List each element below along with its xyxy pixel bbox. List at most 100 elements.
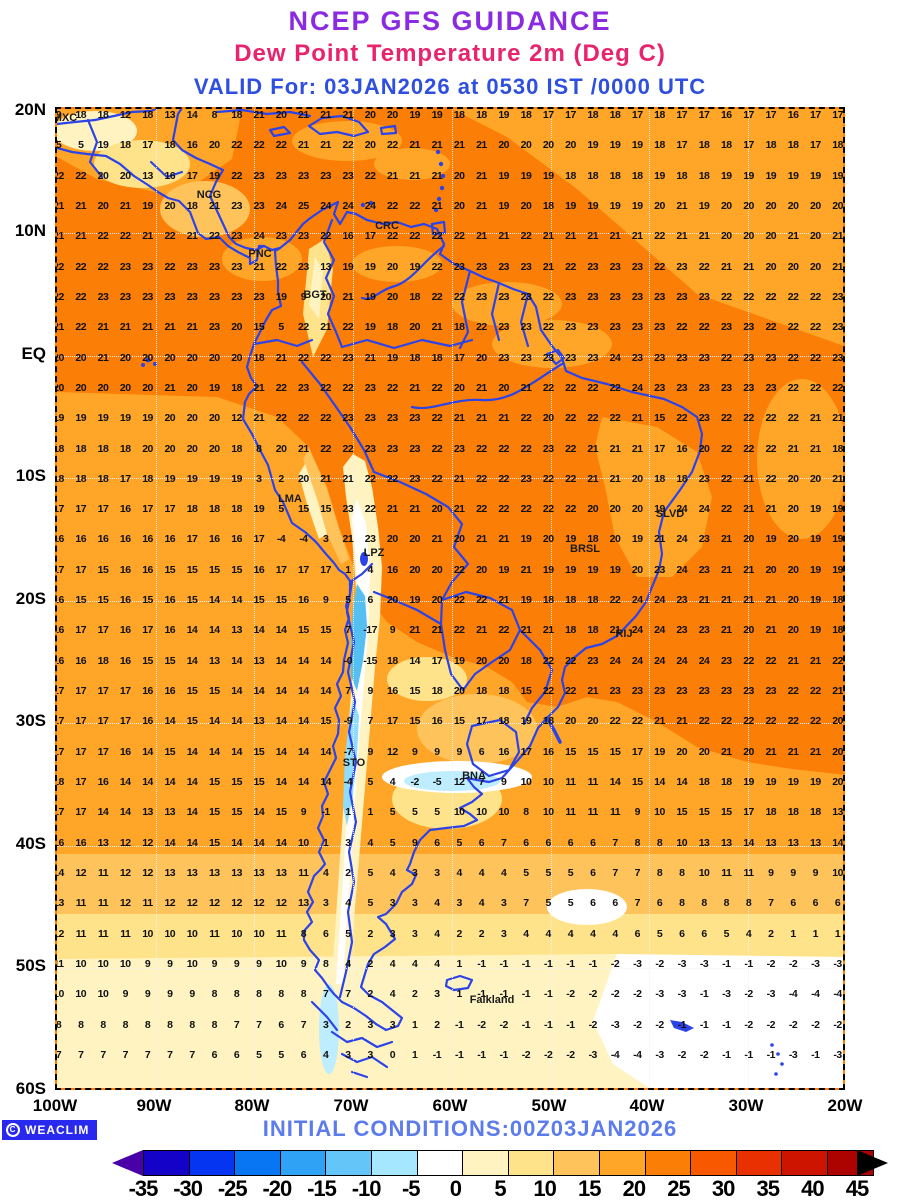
grid-value: 11 <box>721 867 732 879</box>
grid-value: -4 <box>811 988 820 1001</box>
grid-value: 7 <box>55 1048 62 1061</box>
grid-value: 20 <box>97 199 109 212</box>
grid-value: -1 <box>499 1048 509 1061</box>
grid-value: 21 <box>720 533 732 546</box>
grid-value: 16 <box>57 624 64 637</box>
grid-value: 16 <box>142 563 153 576</box>
grid-value: 6 <box>478 745 485 758</box>
grid-value: 23 <box>698 381 710 394</box>
lat-gridline <box>57 233 843 234</box>
grid-value: 17 <box>119 685 131 698</box>
grid-value: -1 <box>455 1048 464 1061</box>
grid-value: 19 <box>208 381 220 394</box>
grid-value: 18 <box>587 109 599 121</box>
grid-value: 22 <box>720 290 732 303</box>
grid-value: 20 <box>231 321 242 334</box>
grid-value: 22 <box>476 472 487 485</box>
grid-value: 2 <box>434 1018 440 1031</box>
colorbar-label-5: 5 <box>494 1176 506 1200</box>
grid-value: 14 <box>275 776 287 789</box>
grid-value: 17 <box>97 715 109 728</box>
grid-value: 12 <box>453 776 465 789</box>
grid-value: -2 <box>499 1018 509 1031</box>
grid-value: 6 <box>590 897 596 910</box>
grid-value: 21 <box>253 260 265 273</box>
grid-value: 18 <box>631 169 643 182</box>
grid-value: 21 <box>832 260 843 273</box>
grid-value: 23 <box>587 321 599 334</box>
grid-value: 4 <box>478 867 485 879</box>
grid-value: 20 <box>208 351 220 364</box>
grid-value: 21 <box>832 685 843 698</box>
grid-value: 22 <box>275 412 287 425</box>
grid-value: 20 <box>720 230 732 243</box>
grid-value: 19 <box>364 290 376 303</box>
grid-value: 14 <box>119 806 131 819</box>
grid-value: 5 <box>567 867 574 879</box>
grid-value: 22 <box>765 290 777 303</box>
grid-value: 11 <box>97 867 109 879</box>
grid-value: 15 <box>231 806 242 819</box>
grid-value: 21 <box>476 139 487 152</box>
grid-value: 20 <box>631 503 643 516</box>
grid-value: 19 <box>364 260 376 273</box>
grid-value: 20 <box>832 715 843 728</box>
lat-label-10S: 10S <box>15 466 46 485</box>
grid-value: 22 <box>809 290 821 303</box>
grid-value: 22 <box>787 290 799 303</box>
grid-value: -4 <box>833 988 842 1001</box>
grid-value: 23 <box>498 321 510 334</box>
grid-value: 20 <box>387 290 398 303</box>
grid-value: 19 <box>498 109 510 121</box>
grid-value: 16 <box>119 745 131 758</box>
grid-value: 23 <box>520 321 532 334</box>
grid-value: 22 <box>565 442 576 455</box>
grid-value: 22 <box>743 412 754 425</box>
lon-label-80W: 80W <box>234 1096 270 1115</box>
map-plot-area: 9 18 18 12 18 13 14 8 18 21 20 21 21 21 20 20 19 19 18 18 19… <box>55 107 845 1090</box>
grid-value: 3 <box>389 1018 396 1031</box>
grid-value: 23 <box>231 199 242 212</box>
grid-value: 23 <box>364 412 376 425</box>
grid-value: 20 <box>186 442 198 455</box>
grid-value: 3 <box>456 897 463 910</box>
grid-value: 23 <box>275 169 287 182</box>
grid-value: 16 <box>119 594 131 607</box>
grid-value: 15 <box>275 594 287 607</box>
colorbar-label-35: 35 <box>756 1176 781 1200</box>
grid-value: -3 <box>722 988 731 1001</box>
grid-value: 19 <box>453 654 465 667</box>
grid-value: 24 <box>253 230 265 243</box>
grid-value: 8 <box>211 988 218 1001</box>
coastline-map-svg <box>57 109 843 1088</box>
grid-value: 20 <box>142 442 153 455</box>
grid-value: -3 <box>833 957 842 970</box>
grid-value: 15 <box>186 594 198 607</box>
colorbar-label-25: 25 <box>667 1176 691 1200</box>
grid-value: 3 <box>434 867 440 879</box>
grid-value: 20 <box>787 503 799 516</box>
grid-value: 21 <box>409 169 420 182</box>
grid-value: 16 <box>253 563 265 576</box>
grid-value: -1 <box>544 957 553 970</box>
grid-value: 20 <box>57 381 64 394</box>
grid-value: 17 <box>75 745 87 758</box>
grid-value: 20 <box>119 351 131 364</box>
grid-value: 19 <box>698 199 710 212</box>
grid-value: 18 <box>520 109 532 121</box>
grid-value: 16 <box>142 685 153 698</box>
lon-label-30W: 30W <box>728 1096 764 1115</box>
grid-value: 22 <box>298 412 309 425</box>
grid-value: 22 <box>164 260 176 273</box>
grid-value: -17 <box>363 624 377 637</box>
grid-value: 24 <box>654 654 665 667</box>
grid-value: 23 <box>631 321 643 334</box>
grid-value: 17 <box>75 806 87 819</box>
grid-value: 12 <box>57 927 64 940</box>
colorbar-cell <box>235 1151 281 1175</box>
grid-value: 23 <box>720 381 732 394</box>
grid-value: 4 <box>434 897 440 910</box>
lat-gridline <box>57 968 843 969</box>
grid-value: 18 <box>97 472 109 485</box>
grid-value: 17 <box>654 442 665 455</box>
